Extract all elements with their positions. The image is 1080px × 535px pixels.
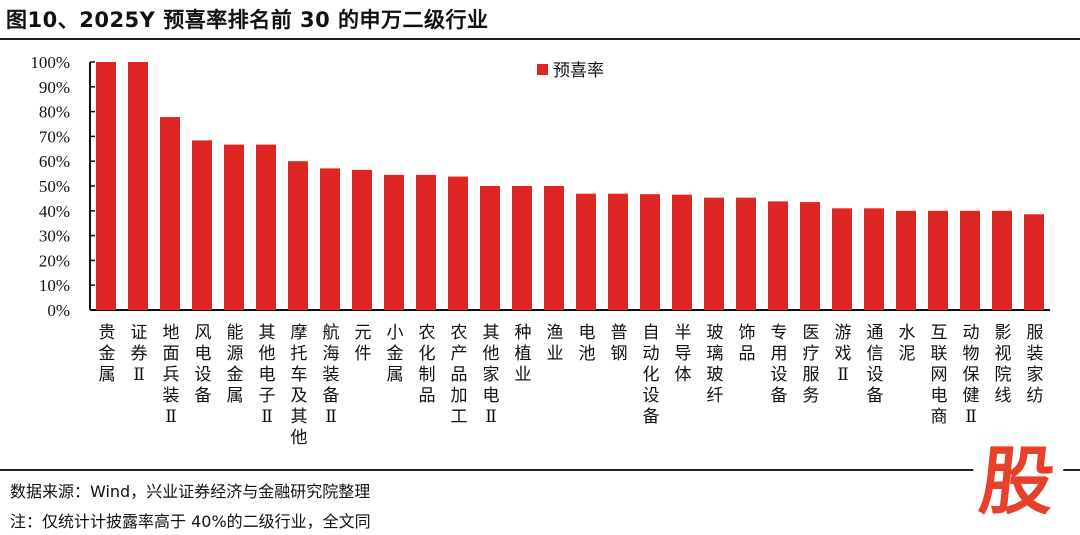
y-tick-label: 100% — [30, 53, 70, 72]
y-tick-label: 0% — [47, 301, 70, 320]
category-label: 其他家电 Ⅱ — [483, 323, 500, 427]
category-label: 元件 — [355, 323, 372, 364]
source-note: 数据来源：Wind，兴业证券经济与金融研究院整理 — [10, 482, 371, 501]
bar — [352, 169, 372, 310]
bar — [960, 210, 980, 310]
bar — [416, 174, 436, 310]
category-label: 专用设备 — [771, 323, 788, 406]
legend-swatch — [537, 64, 548, 75]
bar — [480, 186, 500, 310]
bar — [192, 140, 212, 310]
bar — [1024, 214, 1044, 310]
y-tick-label: 10% — [39, 276, 70, 295]
bar — [96, 62, 116, 310]
bar — [160, 117, 180, 310]
y-tick-label: 20% — [39, 251, 70, 270]
title-divider — [0, 38, 1080, 40]
bar — [928, 210, 948, 310]
bar — [384, 174, 404, 310]
bar — [704, 197, 724, 310]
legend-label: 预喜率 — [553, 61, 604, 81]
category-label: 影视院线 — [995, 323, 1012, 406]
category-label: 通信设备 — [867, 323, 884, 406]
category-label: 医疗服务 — [803, 323, 820, 406]
category-label: 证券 Ⅱ — [131, 323, 148, 385]
figure-title: 图10、2025Y 预喜率排名前 30 的申万二级行业 — [6, 8, 489, 32]
legend: 预喜率 — [537, 61, 604, 81]
y-tick-label: 50% — [39, 177, 70, 196]
category-label: 贵金属 — [99, 323, 116, 385]
bar — [800, 202, 820, 310]
bar — [736, 197, 756, 310]
bars — [96, 62, 1044, 310]
category-label: 玻璃玻纤 — [707, 323, 724, 406]
bar — [832, 208, 852, 310]
category-label: 水泥 — [899, 323, 916, 364]
bar — [864, 208, 884, 310]
bar — [288, 161, 308, 310]
y-tick-label: 60% — [39, 152, 70, 171]
y-tick-label: 30% — [39, 227, 70, 246]
bar — [512, 186, 532, 310]
category-label: 饰品 — [739, 323, 756, 364]
category-label: 游戏 Ⅱ — [835, 323, 852, 385]
bar — [576, 193, 596, 310]
category-label: 半导体 — [675, 323, 692, 385]
bar — [128, 62, 148, 310]
y-tick-label: 40% — [39, 202, 70, 221]
bar — [896, 210, 916, 310]
category-label: 动物保健 Ⅱ — [963, 323, 980, 427]
footer-divider — [0, 469, 1080, 471]
category-label: 摩托车及其他 — [291, 323, 308, 448]
category-label: 航海装备 Ⅱ — [323, 323, 340, 427]
category-label: 自动化设备 — [643, 323, 660, 427]
footnote: 注：仅统计计披露率高于 40%的二级行业，全文同 — [10, 512, 371, 531]
category-label: 其他电子 Ⅱ — [259, 323, 276, 427]
bar — [768, 201, 788, 310]
bar — [672, 194, 692, 310]
bar — [640, 194, 660, 310]
category-label: 种植业 — [515, 323, 532, 385]
category-label: 地面兵装 Ⅱ — [163, 323, 180, 427]
category-label: 互联网电商 — [931, 323, 948, 427]
category-label: 服装家纺 — [1027, 323, 1044, 406]
category-label: 小金属 — [387, 323, 404, 385]
category-label: 农化制品 — [419, 323, 436, 406]
bar — [256, 144, 276, 310]
category-label: 普钢 — [611, 323, 628, 364]
bar — [320, 168, 340, 310]
category-label: 渔业 — [547, 323, 564, 364]
bar — [544, 186, 564, 310]
category-label: 电池 — [579, 323, 596, 364]
bar — [448, 176, 468, 310]
bar — [608, 193, 628, 310]
y-tick-label: 70% — [39, 127, 70, 146]
y-tick-label: 90% — [39, 78, 70, 97]
category-label: 能源金属 — [227, 323, 244, 406]
category-label: 农产品加工 — [451, 323, 468, 427]
bar — [224, 144, 244, 310]
category-label: 风电设备 — [195, 323, 212, 406]
y-axis: 0% 10% 20% 30% 40% 50% 60% 70% 80% 90% 100% — [30, 53, 1050, 320]
bar — [992, 210, 1012, 310]
watermark-logo: 股 — [967, 439, 1067, 525]
y-tick-label: 80% — [39, 103, 70, 122]
